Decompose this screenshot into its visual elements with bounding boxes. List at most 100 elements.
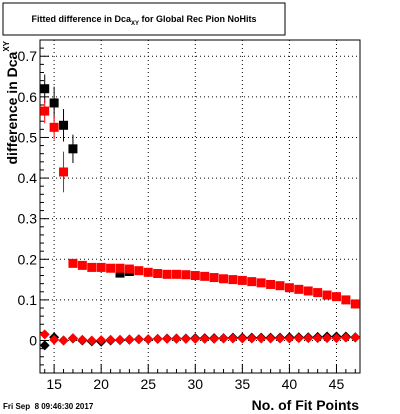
data-point-diamond — [162, 333, 173, 344]
data-point-square — [247, 277, 257, 287]
data-point-square — [59, 167, 69, 177]
plot-area — [39, 39, 361, 374]
y-tick-label: 0.2 — [18, 251, 38, 267]
data-point-square — [322, 290, 332, 300]
data-point-diamond — [322, 333, 333, 344]
data-point-square — [68, 144, 78, 154]
data-point-diamond — [350, 332, 361, 343]
data-point-diamond — [96, 335, 107, 346]
data-point-diamond — [256, 333, 267, 344]
data-point-diamond — [105, 334, 116, 345]
x-tick-label: 45 — [329, 376, 345, 392]
data-point-diamond — [331, 333, 342, 344]
data-point-diamond — [67, 333, 78, 344]
data-point-square — [341, 295, 351, 305]
data-point-diamond — [265, 333, 276, 344]
data-point-square — [162, 269, 172, 279]
data-point-diamond — [180, 333, 191, 344]
data-point-diamond — [293, 333, 304, 344]
y-tick-label: 0.5 — [18, 129, 38, 145]
data-point-diamond — [171, 333, 182, 344]
y-axis-title: difference in DcaXY — [2, 40, 20, 164]
data-point-diamond — [199, 333, 210, 344]
data-point-diamond — [312, 333, 323, 344]
data-point-diamond — [58, 335, 69, 346]
data-point-diamond — [218, 333, 229, 344]
x-tick-label: 40 — [282, 376, 298, 392]
data-point-square — [96, 262, 106, 272]
grid-lines — [40, 40, 360, 373]
data-point-diamond — [340, 332, 351, 343]
data-point-square — [49, 98, 59, 108]
data-point-diamond — [124, 334, 135, 345]
x-tick-labels: 15 20 25 30 35 40 45 — [46, 376, 344, 392]
x-tick-label: 25 — [140, 376, 156, 392]
data-point-square — [209, 273, 219, 283]
data-marks — [39, 74, 361, 351]
data-point-square — [40, 84, 50, 94]
data-point-square — [294, 284, 304, 294]
x-tick-label: 15 — [46, 376, 62, 392]
data-point-square — [49, 122, 59, 132]
data-point-square — [134, 266, 144, 276]
chart-title: Fitted difference in DcaXY for Global Re… — [31, 14, 256, 27]
data-point-square — [59, 120, 69, 130]
data-point-square — [153, 269, 163, 279]
data-point-square — [181, 270, 191, 280]
data-point-square — [200, 271, 210, 281]
x-axis-title: No. of Fit Points — [252, 397, 360, 413]
data-point-diamond — [275, 333, 285, 344]
data-point-square — [115, 268, 125, 278]
data-point-square — [313, 288, 323, 298]
y-tick-label: 0.6 — [18, 89, 38, 105]
data-point-square — [256, 278, 266, 288]
y-tick-label: 0.3 — [18, 211, 38, 227]
data-point-diamond — [284, 333, 295, 344]
data-point-square — [266, 279, 276, 289]
title-box — [2, 2, 286, 36]
data-point-diamond — [152, 333, 163, 344]
x-tick-label: 20 — [93, 376, 109, 392]
data-point-square — [77, 260, 87, 270]
data-point-square — [284, 283, 294, 293]
data-point-diamond — [39, 340, 50, 351]
data-point-square — [171, 269, 181, 279]
data-point-square — [228, 275, 238, 285]
data-point-diamond — [190, 333, 201, 344]
data-point-diamond — [86, 335, 97, 346]
y-tick-labels: 0 0.1 0.2 0.3 0.4 0.5 0.6 0.7 — [18, 48, 38, 348]
data-point-square — [275, 281, 285, 291]
data-point-diamond — [237, 333, 248, 344]
data-point-square — [115, 263, 125, 273]
data-point-diamond — [39, 329, 50, 340]
data-point-diamond — [49, 334, 60, 345]
y-tick-label: 0 — [29, 333, 37, 349]
data-point-diamond — [143, 334, 154, 345]
x-tick-label: 30 — [188, 376, 204, 392]
data-point-square — [143, 267, 153, 277]
y-tick-label: 0.4 — [18, 170, 38, 186]
data-point-square — [219, 274, 229, 284]
data-point-square — [106, 263, 116, 273]
data-point-diamond — [209, 333, 220, 344]
data-point-diamond — [303, 333, 314, 344]
data-point-diamond — [77, 334, 88, 345]
data-point-diamond — [227, 333, 238, 344]
data-point-square — [124, 264, 134, 274]
data-point-diamond — [246, 333, 257, 344]
data-point-square — [68, 258, 78, 268]
y-tick-label: 0.7 — [18, 48, 38, 64]
data-point-square — [190, 271, 200, 281]
data-point-square — [303, 286, 313, 296]
data-point-diamond — [133, 334, 144, 345]
x-tick-label: 35 — [235, 376, 251, 392]
data-point-square — [237, 275, 247, 285]
data-point-square — [331, 292, 341, 302]
data-point-square — [350, 299, 360, 309]
data-point-diamond — [115, 334, 125, 345]
footer-timestamp: Fri Sep 8 09:46:30 2017 — [3, 402, 94, 411]
y-tick-label: 0.1 — [18, 292, 38, 308]
data-point-square — [87, 262, 97, 272]
data-point-square — [40, 106, 50, 116]
